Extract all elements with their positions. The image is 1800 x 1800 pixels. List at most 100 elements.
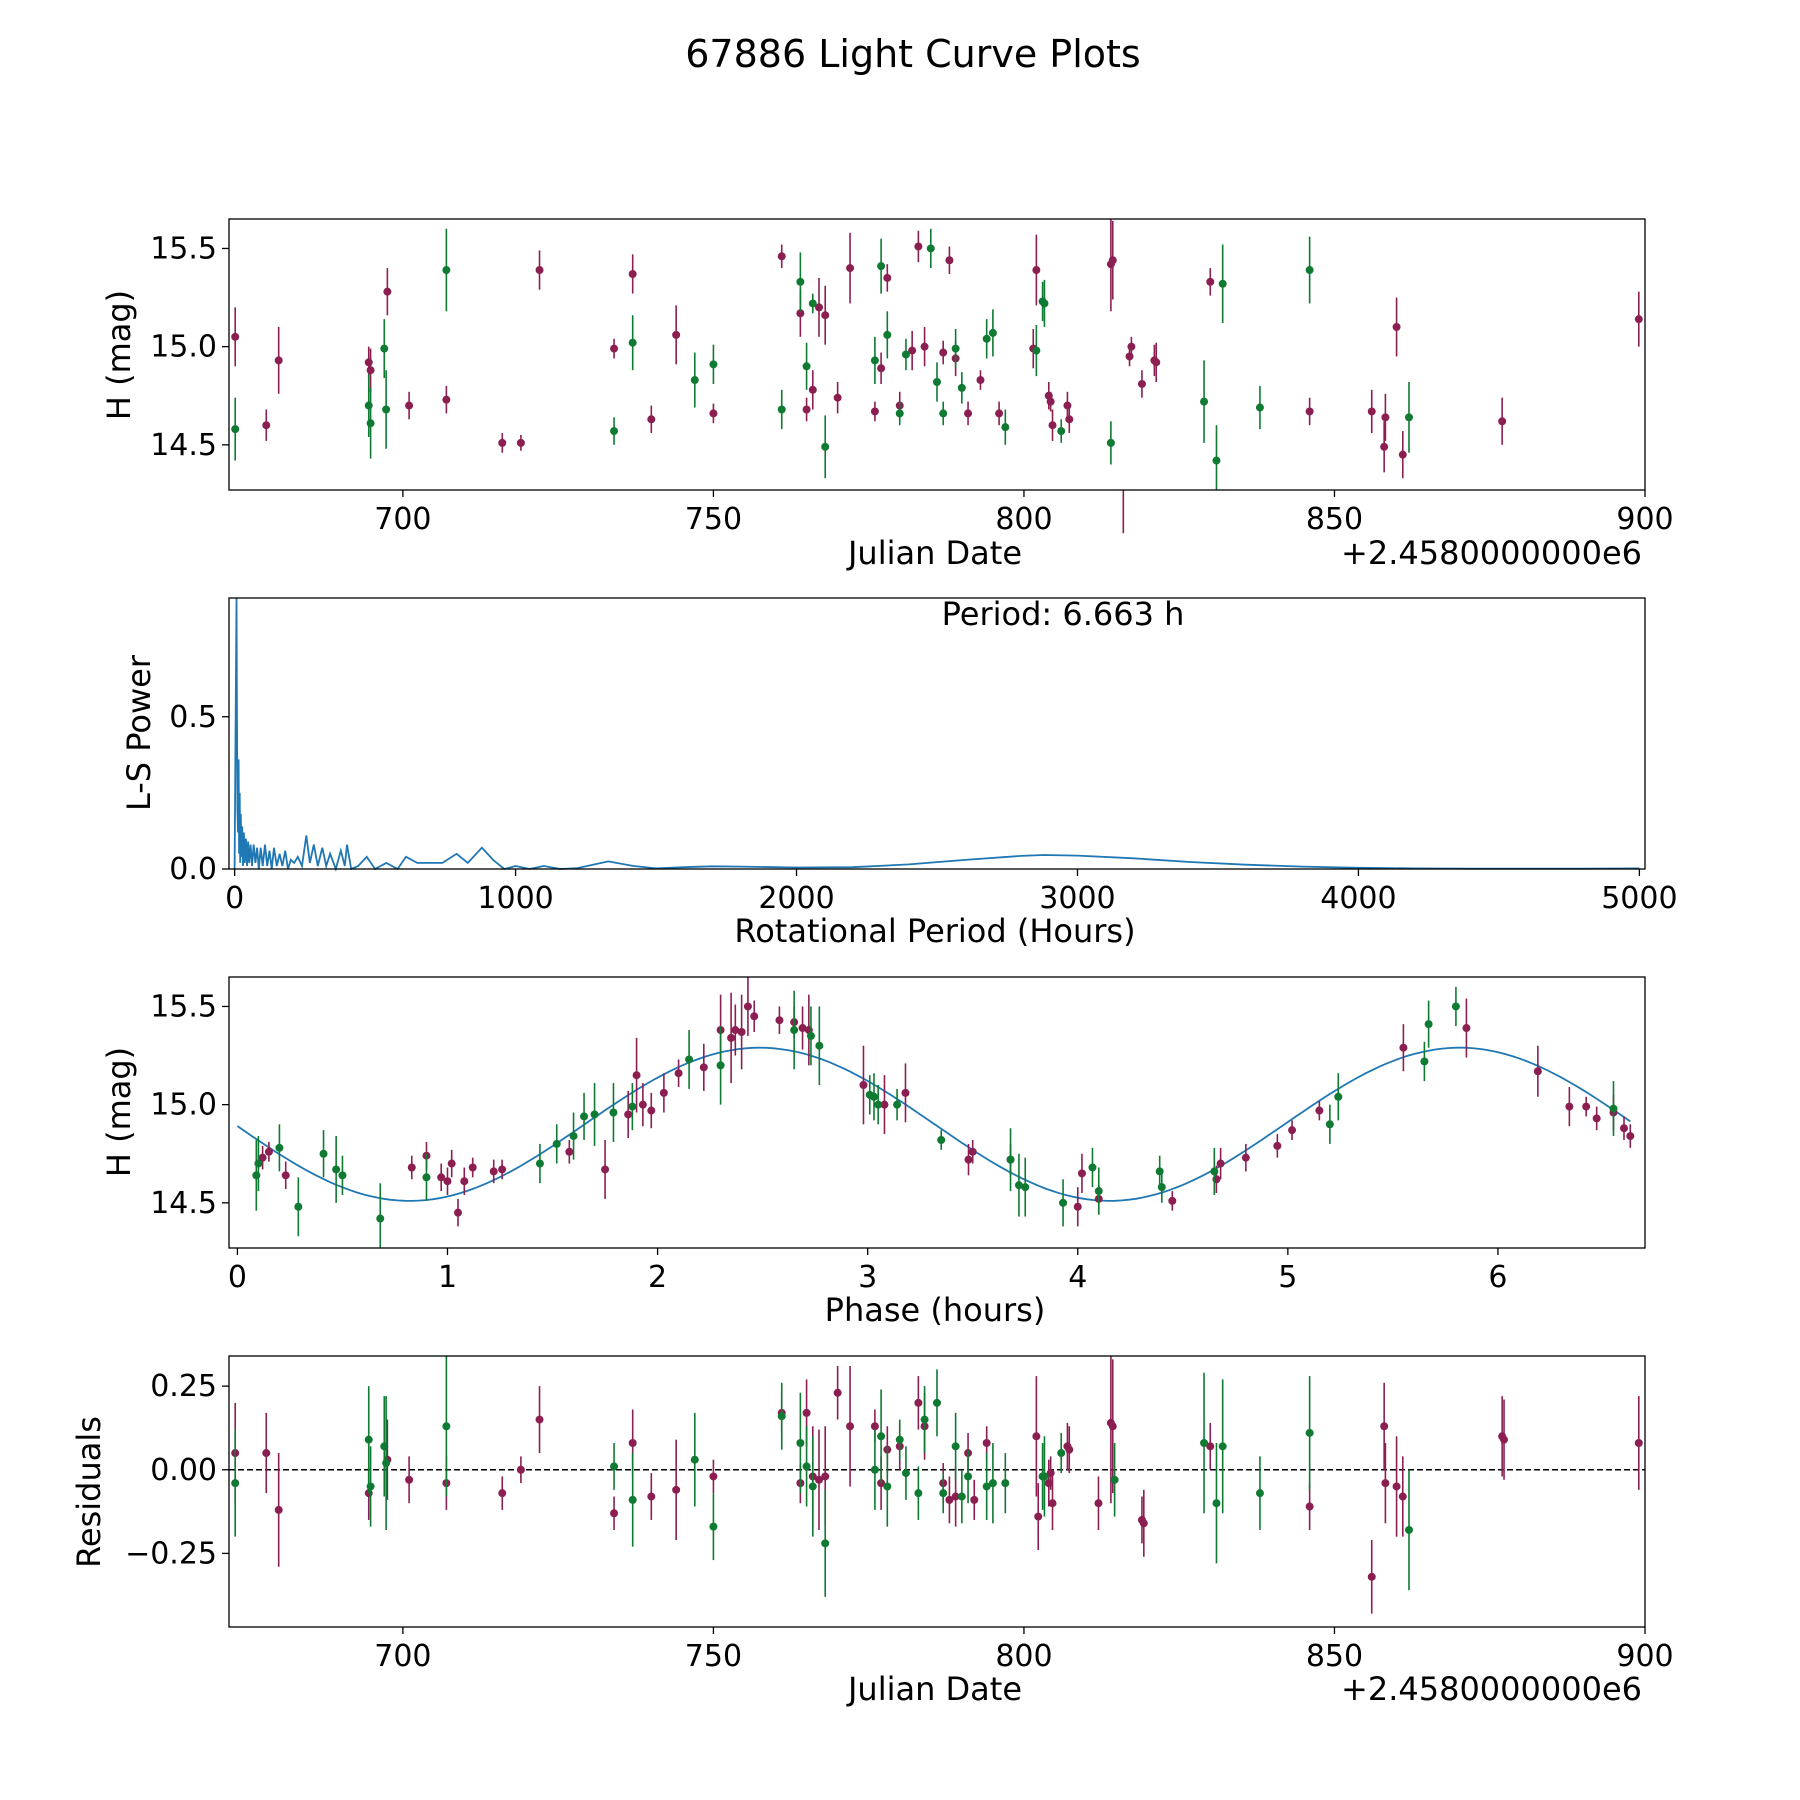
data-point <box>1398 1492 1407 1501</box>
data-point <box>802 1462 811 1471</box>
data-point <box>1325 1120 1334 1129</box>
data-point <box>1088 1163 1097 1172</box>
data-point <box>258 1153 267 1162</box>
data-point <box>808 385 817 394</box>
data-point <box>750 1012 759 1021</box>
data-point <box>366 1482 375 1491</box>
data-point <box>821 311 830 320</box>
data-point <box>1367 407 1376 416</box>
data-point <box>1127 342 1136 351</box>
data-point <box>460 1177 469 1186</box>
data-point <box>1108 1422 1117 1431</box>
data-point <box>659 1088 668 1097</box>
data-point <box>731 1026 740 1035</box>
data-point <box>1216 1159 1225 1168</box>
data-point <box>422 1173 431 1182</box>
data-point <box>743 1002 752 1011</box>
y-tick-label: 0.0 <box>169 852 217 887</box>
data-point <box>1001 423 1010 432</box>
data-point <box>1218 279 1227 288</box>
data-point <box>628 1438 637 1447</box>
data-point <box>1218 1442 1227 1451</box>
data-point <box>647 415 656 424</box>
data-point <box>1367 1572 1376 1581</box>
data-point <box>1044 1479 1053 1488</box>
data-point <box>609 1108 618 1117</box>
data-point <box>1125 352 1134 361</box>
data-point <box>920 342 929 351</box>
data-point <box>1139 1519 1148 1528</box>
raw-y-ticks: 14.5 15.0 15.5 <box>150 231 229 463</box>
phase-y-axis-label: H (mag) <box>100 1047 138 1177</box>
data-point <box>1305 1502 1314 1511</box>
data-point <box>815 1041 824 1050</box>
data-point <box>535 266 544 275</box>
data-point <box>883 273 892 282</box>
data-point <box>453 1208 462 1217</box>
raw-data-points <box>231 219 1643 534</box>
data-point <box>775 1016 784 1025</box>
y-tick-label: 14.5 <box>150 1186 217 1221</box>
data-point <box>939 1489 948 1498</box>
data-point <box>405 401 414 410</box>
data-point <box>796 309 805 318</box>
data-point <box>516 1465 525 1474</box>
data-point <box>926 244 935 253</box>
x-tick-label: 5 <box>1278 1260 1297 1295</box>
data-point <box>254 1159 263 1168</box>
data-point <box>628 1495 637 1504</box>
data-point <box>690 1455 699 1464</box>
data-point <box>877 364 886 373</box>
data-point <box>1399 1043 1408 1052</box>
data-point <box>908 346 917 355</box>
data-point <box>1206 1442 1215 1451</box>
data-point <box>1073 1202 1082 1211</box>
data-point <box>1392 323 1401 332</box>
data-point <box>672 330 681 339</box>
data-point <box>1200 397 1209 406</box>
data-point <box>1609 1104 1618 1113</box>
residual-y-axis-label: Residuals <box>70 1416 108 1568</box>
data-point <box>672 1485 681 1494</box>
data-point <box>883 330 892 339</box>
data-point <box>690 376 699 385</box>
data-point <box>893 1100 902 1109</box>
data-point <box>380 344 389 353</box>
data-point <box>883 1482 892 1491</box>
data-point <box>1040 1472 1049 1481</box>
data-point <box>1063 401 1072 410</box>
data-point <box>709 1522 718 1531</box>
phase-data-points <box>252 977 1635 1248</box>
data-point <box>590 1110 599 1119</box>
data-point <box>1152 358 1161 367</box>
data-point <box>933 377 941 386</box>
x-tick-label: 2000 <box>758 881 834 916</box>
data-point <box>489 1167 498 1176</box>
data-point <box>565 1147 574 1156</box>
data-point <box>674 1069 683 1078</box>
raw-x-offset-label: +2.4580000000e6 <box>1341 534 1642 572</box>
data-point <box>1420 1057 1429 1066</box>
data-point <box>821 1472 830 1481</box>
data-point <box>231 425 240 434</box>
data-point <box>821 1539 830 1548</box>
data-point <box>1305 407 1314 416</box>
phase-model-curve <box>236 1046 1631 1202</box>
data-point <box>982 1482 991 1491</box>
x-tick-label: 5000 <box>1601 881 1677 916</box>
data-point <box>859 1081 868 1090</box>
x-tick-label: 4 <box>1068 1260 1087 1295</box>
data-point <box>777 1412 786 1421</box>
data-point <box>1500 1435 1509 1444</box>
data-point <box>964 1472 973 1481</box>
period-annotation: Period: 6.663 h <box>942 595 1185 633</box>
data-point <box>364 358 373 367</box>
data-point <box>846 1422 855 1431</box>
data-point <box>231 332 240 341</box>
data-point <box>815 303 823 312</box>
data-point <box>624 1110 633 1119</box>
data-point <box>380 1442 389 1451</box>
residual-x-offset-label: +2.4580000000e6 <box>1341 1670 1642 1708</box>
data-point <box>383 287 392 296</box>
